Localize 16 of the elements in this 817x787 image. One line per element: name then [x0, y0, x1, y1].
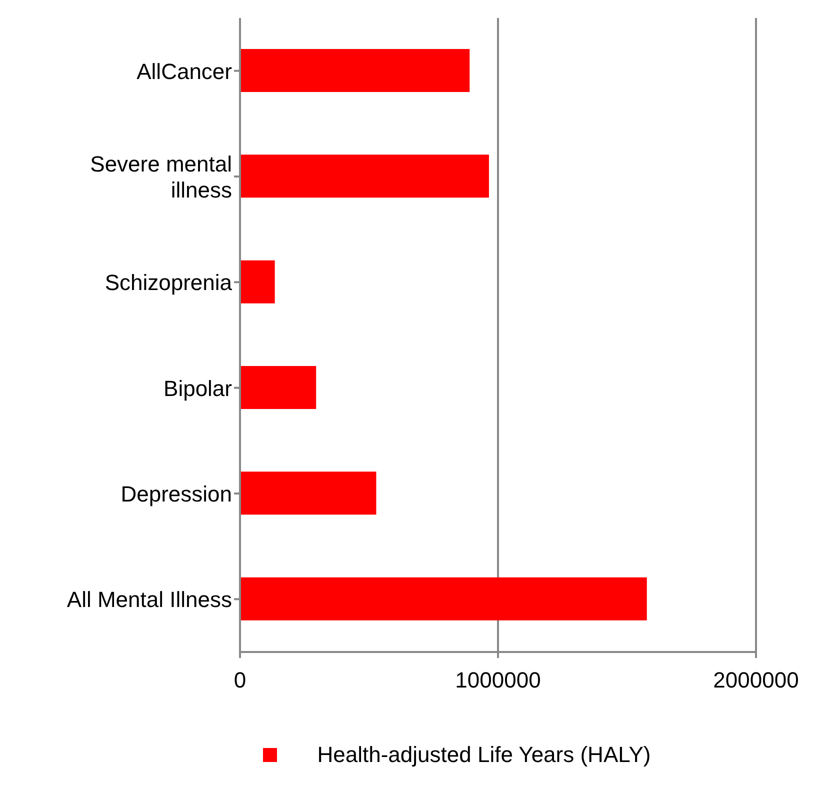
x-tick-label: 1000000 [455, 668, 541, 693]
y-tick-label: AllCancer [136, 58, 232, 84]
x-tick-label: 0 [234, 668, 246, 693]
bar [240, 366, 316, 409]
legend-label: Health-adjusted Life Years (HALY) [317, 742, 651, 768]
y-tick-label: All Mental Illness [66, 586, 232, 612]
y-tick-label: Depression [120, 481, 232, 506]
x-tick-label: 2000000 [713, 668, 799, 693]
y-tick-label: Schizoprenia [104, 270, 233, 295]
bar [240, 154, 489, 198]
bar [240, 577, 647, 620]
y-tick-label: Bipolar [164, 375, 232, 400]
bar [240, 472, 376, 515]
y-tick-label: Severe mental illness [90, 151, 232, 202]
bar [240, 260, 275, 304]
bar [240, 49, 470, 92]
